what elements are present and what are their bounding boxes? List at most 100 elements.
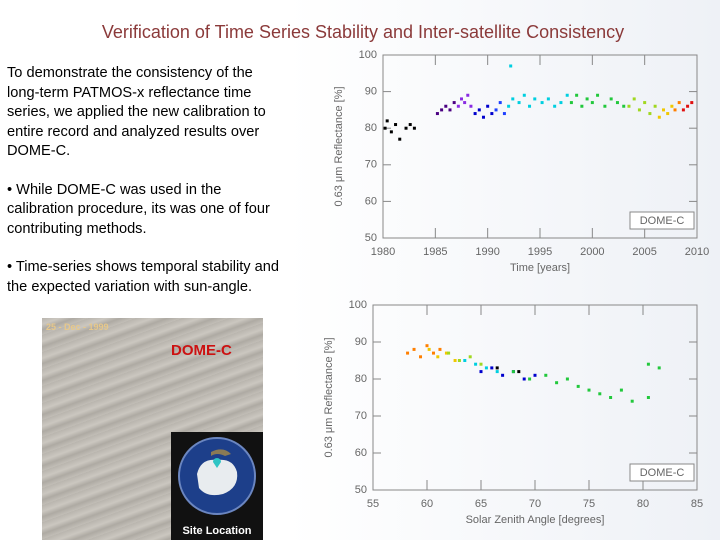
image-date: 25 - Dec - 1999	[46, 322, 109, 332]
point	[436, 355, 440, 359]
paragraph: • While DOME-C was used in the calibrati…	[7, 181, 270, 237]
point	[544, 373, 548, 377]
point	[383, 126, 387, 130]
point	[632, 97, 636, 101]
x-tick-label: 60	[421, 498, 433, 510]
inset-label: Site Location	[182, 525, 252, 537]
point	[653, 104, 657, 108]
point	[569, 101, 573, 105]
point	[555, 381, 559, 385]
point	[686, 104, 690, 108]
x-tick-label: 70	[529, 498, 541, 510]
point	[565, 93, 569, 97]
x-tick-label: 1980	[371, 246, 395, 258]
point	[394, 123, 398, 127]
point	[596, 93, 600, 97]
paragraph: To demonstrate the consistency of the lo…	[7, 65, 266, 159]
point	[630, 399, 634, 403]
point	[681, 108, 685, 112]
point	[389, 130, 393, 134]
point	[637, 108, 641, 112]
point	[469, 104, 473, 108]
point	[452, 101, 456, 105]
point	[565, 377, 569, 381]
point	[435, 112, 439, 116]
y-tick-label: 70	[355, 410, 367, 422]
y-tick-label: 50	[355, 484, 367, 496]
point	[495, 370, 499, 374]
site-location-inset: Site Location	[171, 432, 263, 540]
point	[517, 101, 521, 105]
x-tick-label: 2010	[685, 246, 709, 258]
point	[490, 366, 494, 370]
point	[456, 104, 460, 108]
point	[468, 355, 472, 359]
point	[619, 388, 623, 392]
body-text: To demonstrate the consistency of the lo…	[7, 64, 279, 316]
point	[473, 112, 477, 116]
point	[511, 370, 515, 374]
point	[670, 104, 674, 108]
legend-box	[629, 211, 695, 230]
point	[528, 377, 532, 381]
point	[444, 351, 448, 355]
x-tick-label: 85	[691, 498, 703, 510]
point	[666, 112, 670, 116]
point	[477, 108, 481, 112]
point	[412, 126, 416, 130]
x-tick-label: 75	[583, 498, 595, 510]
point	[615, 101, 619, 105]
point	[444, 104, 448, 108]
legend-box	[629, 463, 695, 482]
point	[576, 384, 580, 388]
point	[448, 108, 452, 112]
point	[498, 101, 502, 105]
point	[533, 97, 537, 101]
point	[457, 359, 461, 362]
point	[546, 97, 550, 101]
point	[585, 97, 589, 101]
point	[622, 104, 626, 108]
x-axis-label: Solar Zenith Angle [degrees]	[466, 514, 605, 526]
point	[598, 392, 602, 396]
point	[447, 351, 451, 355]
x-tick-label: 1990	[475, 246, 499, 258]
point	[646, 362, 650, 366]
point	[662, 108, 666, 112]
point	[427, 347, 431, 351]
y-tick-label: 90	[355, 336, 367, 348]
point	[609, 396, 613, 399]
y-tick-label: 70	[365, 159, 377, 171]
x-tick-label: 1985	[423, 246, 447, 258]
y-tick-label: 80	[355, 373, 367, 385]
point	[580, 104, 584, 108]
point	[517, 370, 521, 374]
x-tick-label: 55	[367, 498, 379, 510]
point	[460, 97, 463, 101]
point	[494, 108, 498, 112]
point	[528, 104, 532, 108]
point	[474, 362, 478, 366]
point	[431, 351, 435, 355]
point	[590, 101, 594, 105]
point	[484, 366, 488, 370]
point	[453, 359, 457, 362]
x-tick-label: 2000	[580, 246, 604, 258]
point	[404, 126, 408, 130]
point	[609, 97, 613, 101]
point	[522, 377, 526, 381]
point	[408, 123, 412, 127]
x-tick-label: 80	[637, 498, 649, 510]
point	[495, 366, 499, 370]
point	[419, 355, 423, 359]
point	[533, 373, 537, 377]
point	[690, 101, 694, 105]
point	[522, 93, 526, 97]
point	[587, 388, 591, 392]
point	[509, 64, 513, 68]
point	[486, 104, 490, 108]
x-tick-label: 2005	[632, 246, 656, 258]
y-tick-label: 60	[365, 195, 377, 207]
